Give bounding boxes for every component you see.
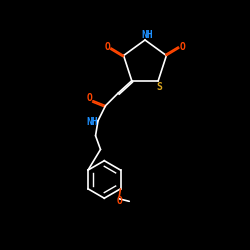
Text: NH: NH (86, 117, 98, 127)
Text: O: O (104, 42, 110, 52)
Text: O: O (116, 196, 122, 206)
Text: NH: NH (142, 30, 154, 40)
Text: S: S (156, 82, 162, 92)
Text: O: O (87, 93, 93, 103)
Text: O: O (180, 42, 186, 52)
